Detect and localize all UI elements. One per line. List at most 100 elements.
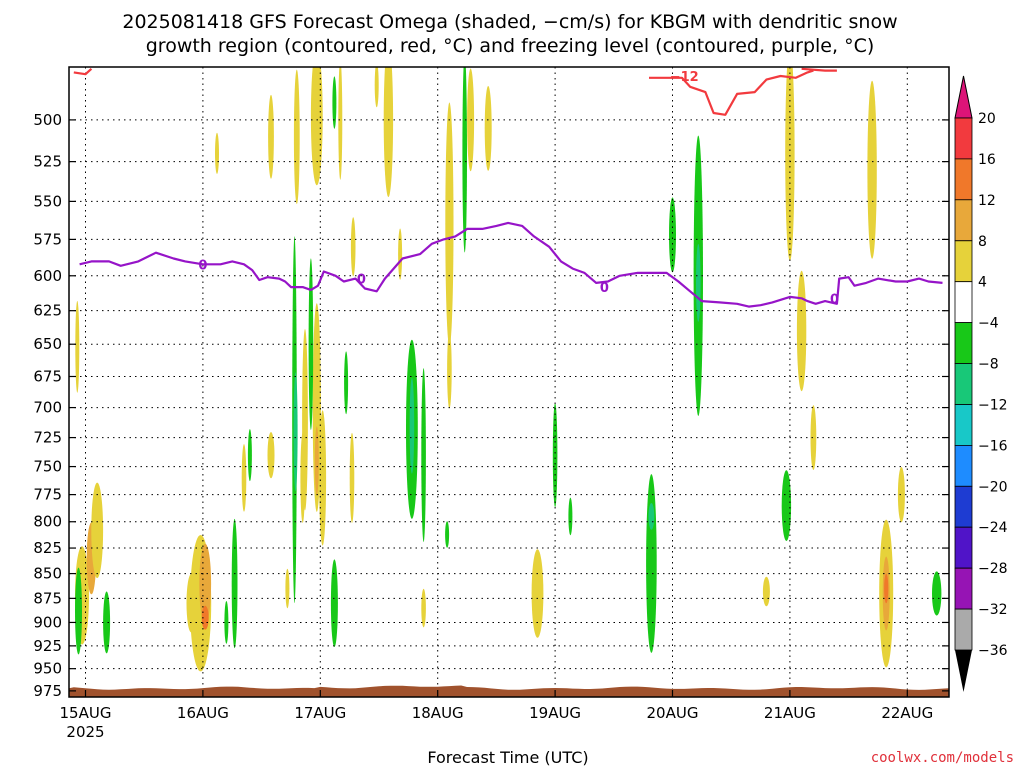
omega-cell-yellow bbox=[350, 217, 356, 277]
omega-cell-yellow bbox=[785, 67, 795, 261]
omega-cell-yellow bbox=[349, 432, 355, 523]
omega-cell-green bbox=[231, 518, 238, 649]
plot-frame bbox=[68, 66, 950, 698]
x-axis-label: Forecast Time (UTC) bbox=[427, 748, 588, 767]
omega-shading bbox=[75, 67, 942, 672]
dendritic-contour bbox=[73, 67, 93, 76]
y-tick-label: 875 bbox=[33, 589, 62, 607]
x-tick-year-label: 2025 bbox=[66, 723, 104, 741]
colorbar-segment bbox=[954, 322, 973, 364]
omega-cell-yellow bbox=[398, 228, 403, 280]
omega-cell-yellow bbox=[383, 67, 394, 198]
y-tick-label: 675 bbox=[33, 368, 62, 386]
omega-cell-green bbox=[421, 368, 426, 543]
y-tick-label: 500 bbox=[33, 111, 62, 129]
ground-fill bbox=[69, 685, 949, 697]
freezing-level-label: 0 bbox=[830, 292, 839, 307]
omega-cell-yellow bbox=[319, 410, 327, 546]
y-tick-label: 975 bbox=[33, 682, 62, 700]
omega-cell-yellow bbox=[91, 482, 104, 578]
omega-cell-yellow bbox=[241, 444, 247, 512]
y-tick-label: 850 bbox=[33, 565, 62, 583]
freezing-level-contour bbox=[79, 221, 943, 308]
x-tick-label: 21AUG bbox=[764, 704, 816, 722]
colorbar-segment bbox=[954, 281, 973, 324]
colorbar-segment bbox=[954, 117, 973, 160]
colorbar-segment bbox=[954, 567, 973, 610]
omega-cell-yellow bbox=[285, 568, 290, 609]
colorbar-segment bbox=[954, 608, 973, 651]
y-tick-label: 925 bbox=[33, 637, 62, 655]
chart-title-line-1: 2025081418 GFS Forecast Omega (shaded, −… bbox=[122, 11, 897, 33]
omega-cell-green bbox=[308, 258, 314, 431]
y-tick-label: 725 bbox=[33, 429, 62, 447]
omega-cell-green bbox=[344, 351, 349, 415]
contours: 0 0 0 0 −12 bbox=[73, 67, 943, 308]
colorbar-top-arrow bbox=[954, 75, 973, 119]
omega-cell-yellow bbox=[447, 331, 452, 409]
omega-cell-yellow bbox=[445, 102, 454, 347]
omega-cell-green bbox=[781, 470, 792, 541]
y-tick-label: 825 bbox=[33, 539, 62, 557]
omega-cell-yellow bbox=[310, 67, 323, 186]
y-tick-label: 775 bbox=[33, 486, 62, 504]
colorbar-label: −36 bbox=[978, 643, 1008, 659]
omega-cell-teal bbox=[409, 377, 415, 474]
colorbar: 20 16 12 8 4 −4 −8 −12 −16 −20 −24 −28 −32 −36 bbox=[954, 75, 1008, 692]
freezing-level-label: 0 bbox=[357, 273, 366, 288]
x-tick-label: 18AUG bbox=[412, 704, 464, 722]
omega-cell-teal bbox=[293, 372, 298, 492]
colorbar-segment bbox=[954, 199, 973, 242]
colorbar-segment bbox=[954, 158, 973, 201]
omega-cell-yellow bbox=[531, 549, 544, 638]
colorbar-label: 8 bbox=[978, 234, 987, 250]
omega-cell-green bbox=[552, 403, 558, 508]
omega-cell-green bbox=[103, 591, 111, 654]
omega-cell-yellow bbox=[421, 588, 426, 628]
credit-label: coolwx.com/models bbox=[871, 750, 1014, 766]
omega-cell-yellow bbox=[215, 132, 219, 174]
colorbar-segment bbox=[954, 404, 973, 446]
x-tick-label: 22AUG bbox=[881, 704, 933, 722]
colorbar-label: 4 bbox=[978, 275, 987, 291]
omega-cell-yellow bbox=[374, 67, 379, 108]
omega-cell-yellow bbox=[293, 69, 300, 204]
omega-cell-yellow bbox=[762, 576, 770, 607]
colorbar-segment bbox=[954, 485, 973, 528]
y-tick-label: 950 bbox=[33, 660, 62, 678]
omega-cell-yellow bbox=[186, 574, 196, 633]
colorbar-label: −20 bbox=[978, 479, 1008, 495]
omega-cell-orange2 bbox=[201, 605, 209, 630]
omega-cell-orange2 bbox=[884, 573, 889, 604]
omega-cell-yellow bbox=[796, 270, 807, 392]
omega-cell-green bbox=[247, 429, 252, 482]
x-tick-label: 19AUG bbox=[529, 704, 581, 722]
omega-cell-orange bbox=[314, 426, 319, 496]
colorbar-label: −28 bbox=[978, 561, 1008, 577]
colorbar-segment bbox=[954, 240, 973, 283]
omega-cell-yellow bbox=[300, 432, 306, 523]
omega-cell-green bbox=[462, 67, 467, 253]
omega-cell-green bbox=[646, 474, 657, 653]
y-tick-label: 625 bbox=[33, 302, 62, 320]
colorbar-label: −32 bbox=[978, 602, 1008, 618]
freezing-level-label: 0 bbox=[198, 258, 207, 273]
plot-area: 0 0 0 0 −12 500 525 550 575 600 625 650 675 700 725 75… bbox=[33, 66, 950, 741]
omega-cell-yellow bbox=[338, 67, 343, 180]
x-tick-label: 16AUG bbox=[177, 704, 229, 722]
omega-cell-green bbox=[75, 567, 82, 655]
dendritic-contour bbox=[649, 69, 814, 116]
dendritic-contour bbox=[801, 67, 837, 72]
colorbar-label: −12 bbox=[978, 398, 1008, 414]
y-axis: 500 525 550 575 600 625 650 675 700 725 750 775 800 8… bbox=[33, 111, 949, 700]
colorbar-label: −16 bbox=[978, 438, 1008, 454]
omega-cell-orange bbox=[199, 543, 212, 624]
x-tick-label: 20AUG bbox=[647, 704, 699, 722]
x-tick-label: 15AUG bbox=[60, 704, 112, 722]
omega-cell-yellow bbox=[75, 300, 80, 393]
omega-cell-yellow bbox=[897, 467, 905, 523]
omega-cell-green bbox=[224, 601, 229, 644]
y-tick-label: 900 bbox=[33, 613, 62, 631]
colorbar-segment bbox=[954, 444, 973, 487]
omega-cell-green bbox=[330, 559, 338, 647]
